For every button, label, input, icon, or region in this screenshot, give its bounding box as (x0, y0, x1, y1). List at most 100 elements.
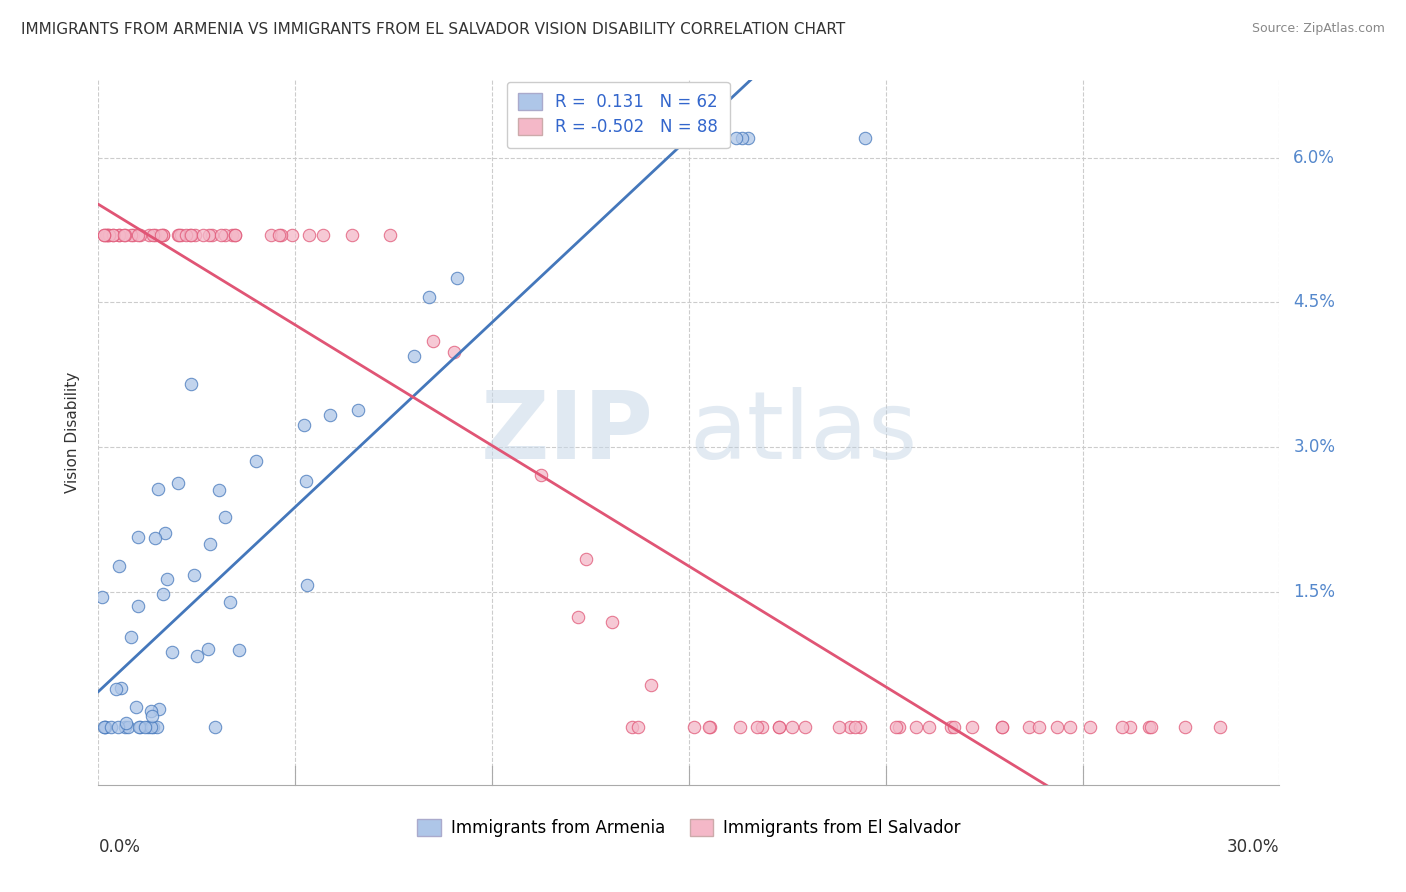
Point (683, 720, 706, 734)
Point (197, 642, 219, 657)
Point (402, 350, 425, 364)
Point (152, 227, 174, 242)
Point (724, 131, 747, 145)
Point (887, 720, 910, 734)
Point (292, 417, 315, 432)
Point (114, 227, 136, 242)
Point (567, 610, 589, 624)
Point (207, 483, 229, 497)
Text: ZIP: ZIP (481, 386, 654, 479)
Point (148, 483, 170, 497)
Point (446, 270, 468, 285)
Point (191, 227, 214, 242)
Point (1174, 720, 1197, 734)
Point (839, 720, 862, 734)
Point (340, 227, 363, 242)
Point (186, 649, 208, 664)
Point (221, 227, 243, 242)
Point (768, 720, 790, 734)
Point (214, 227, 236, 242)
Text: atlas: atlas (689, 386, 917, 479)
Point (702, 131, 724, 145)
Point (93, 720, 115, 734)
Point (650, 131, 672, 145)
Point (127, 227, 149, 242)
Point (260, 227, 283, 242)
Point (129, 720, 152, 734)
Point (640, 678, 662, 692)
Point (1018, 720, 1040, 734)
Point (991, 720, 1014, 734)
Point (142, 720, 165, 734)
Point (145, 227, 167, 242)
Point (1119, 720, 1142, 734)
Point (139, 720, 162, 734)
Point (91, 590, 114, 604)
Point (170, 227, 193, 242)
Point (183, 568, 205, 582)
Point (269, 227, 291, 242)
Point (150, 227, 173, 242)
Point (627, 720, 650, 734)
Point (167, 227, 190, 242)
Point (104, 681, 127, 696)
Point (768, 720, 790, 734)
Point (143, 531, 166, 545)
Point (100, 720, 122, 734)
Point (127, 530, 149, 544)
Point (939, 720, 962, 734)
Point (218, 595, 240, 609)
Point (204, 720, 226, 734)
Point (97, 227, 120, 242)
Point (884, 720, 907, 734)
Point (93, 227, 115, 242)
Point (224, 227, 246, 242)
Point (224, 227, 246, 242)
Text: 4.5%: 4.5% (1294, 293, 1336, 311)
Point (112, 227, 135, 242)
Point (122, 227, 145, 242)
Point (129, 227, 152, 242)
Point (93, 227, 115, 242)
Point (598, 131, 620, 145)
Point (311, 227, 333, 242)
Text: 3.0%: 3.0% (1294, 438, 1336, 456)
Point (146, 720, 169, 734)
Point (780, 720, 803, 734)
Point (270, 227, 292, 242)
Point (1078, 720, 1101, 734)
Point (110, 681, 132, 695)
Point (94, 720, 117, 734)
Point (120, 630, 142, 644)
Point (108, 227, 131, 242)
Point (751, 720, 773, 734)
Point (125, 700, 148, 714)
Point (347, 402, 370, 417)
Point (94, 720, 117, 734)
Point (96, 227, 118, 242)
Point (1137, 720, 1160, 734)
Point (148, 702, 170, 716)
Point (179, 227, 201, 242)
Point (904, 720, 927, 734)
Point (167, 475, 190, 490)
Point (849, 720, 872, 734)
Point (1209, 720, 1232, 734)
Point (422, 334, 444, 348)
Point (298, 227, 321, 242)
Point (201, 227, 224, 242)
Point (115, 716, 138, 731)
Point (960, 720, 983, 734)
Point (142, 227, 165, 242)
Point (575, 552, 598, 566)
Point (120, 227, 142, 242)
Point (152, 227, 174, 242)
Point (101, 227, 124, 242)
Point (155, 526, 177, 541)
Point (621, 720, 644, 734)
Text: Source: ZipAtlas.com: Source: ZipAtlas.com (1251, 22, 1385, 36)
Point (117, 720, 139, 734)
Point (198, 537, 221, 551)
Point (699, 720, 721, 734)
Point (152, 587, 174, 601)
